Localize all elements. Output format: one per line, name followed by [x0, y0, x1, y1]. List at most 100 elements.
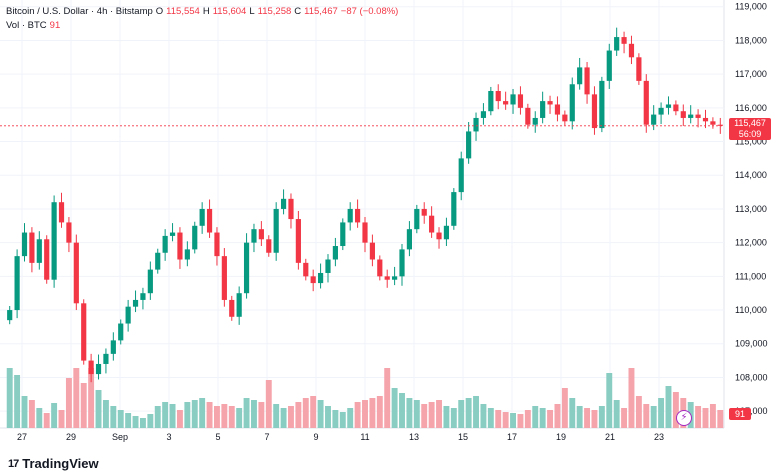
- volume-bar: [73, 368, 80, 428]
- volume-bar: [221, 404, 228, 428]
- candle-body: [243, 242, 250, 294]
- candle-body: [702, 117, 709, 122]
- candle-body: [236, 293, 242, 317]
- price-tick-label: 119,000: [735, 2, 767, 12]
- volume-bar: [110, 406, 117, 428]
- volume-bar: [14, 375, 21, 428]
- candle-body: [399, 249, 405, 277]
- volume-bar: [139, 418, 146, 428]
- candle-body: [414, 208, 420, 230]
- volume-bar: [606, 373, 613, 428]
- volume-bar: [554, 404, 561, 428]
- volume-bar: [265, 380, 272, 428]
- volume-bar: [702, 408, 709, 428]
- candle-body: [199, 208, 205, 226]
- volume-bar: [569, 398, 576, 428]
- candle-body: [362, 222, 368, 243]
- volume-bar: [517, 414, 524, 428]
- volume-bar: [672, 392, 679, 428]
- candle-body: [273, 208, 279, 253]
- candle-body: [118, 323, 124, 341]
- volume-bar: [213, 406, 220, 428]
- volume-bar: [539, 408, 546, 428]
- volume-bar: [169, 404, 176, 428]
- price-tick-label: 114,000: [735, 170, 767, 180]
- candle-body: [392, 276, 398, 280]
- time-tick-label: 3: [166, 432, 171, 442]
- price-tick-label: 118,000: [735, 35, 767, 45]
- volume-bar: [162, 402, 169, 428]
- volume-value: 91: [49, 20, 61, 31]
- volume-label[interactable]: Vol · BTC: [6, 20, 47, 31]
- volume-bar: [117, 410, 124, 428]
- candle-body: [44, 239, 50, 280]
- candle-body: [177, 232, 183, 260]
- volume-bar: [28, 400, 35, 428]
- candle-body: [429, 215, 435, 233]
- volume-bar: [635, 396, 642, 428]
- candle-body: [184, 249, 190, 260]
- low-value: 115,258: [257, 6, 292, 17]
- candle-body: [443, 225, 450, 240]
- volume-bar: [199, 398, 206, 428]
- volume-bars: [6, 368, 724, 428]
- time-tick-label: 9: [313, 432, 318, 442]
- candle-body: [710, 121, 716, 125]
- tradingview-logo[interactable]: 17 TradingView: [8, 456, 99, 471]
- time-tick-label: 27: [17, 432, 27, 442]
- price-tick-label: 113,000: [735, 204, 767, 214]
- volume-bar: [280, 408, 287, 428]
- price-tick-label: 108,000: [735, 372, 768, 382]
- time-tick-label: 29: [66, 432, 76, 442]
- volume-bar: [436, 400, 442, 428]
- candle-body: [680, 111, 686, 118]
- candle-body: [295, 219, 301, 263]
- lightning-icon[interactable]: ⚡: [676, 410, 692, 426]
- volume-bar: [147, 414, 154, 428]
- volume-bar: [251, 400, 257, 428]
- high-value: 115,604: [212, 6, 247, 17]
- volume-bar: [295, 402, 302, 428]
- candle-body: [458, 158, 464, 193]
- volume-bar: [6, 368, 13, 428]
- volume-bar: [21, 396, 28, 428]
- volume-bar: [243, 398, 250, 428]
- volume-bar: [628, 368, 635, 428]
- volume-bar: [376, 396, 383, 428]
- price-tick-label: 107,000: [735, 406, 768, 416]
- open-value: 115,554: [166, 6, 200, 17]
- candle-body: [621, 37, 627, 44]
- candle-body: [577, 67, 583, 85]
- volume-bar: [325, 406, 331, 428]
- candle-body: [547, 101, 553, 105]
- volume-bar: [339, 412, 346, 428]
- volume-bar: [584, 408, 591, 428]
- volume-bar: [58, 410, 65, 428]
- candle-body: [510, 94, 516, 105]
- volume-bar: [650, 406, 657, 428]
- volume-bar: [524, 410, 531, 428]
- volume-bar: [709, 404, 716, 428]
- symbol-title[interactable]: Bitcoin / U.S. Dollar · 4h · Bitstamp: [6, 6, 153, 17]
- candle-body: [421, 208, 427, 216]
- price-tick-label: 111,000: [735, 271, 766, 281]
- candle-body: [340, 222, 346, 247]
- volume-row: Vol · BTC 91: [6, 19, 398, 33]
- volume-bar: [391, 388, 398, 428]
- candle-body: [384, 276, 390, 280]
- volume-bar: [613, 400, 620, 428]
- high-label: H: [202, 6, 210, 17]
- price-tick-label: 117,000: [735, 69, 767, 79]
- volume-bar: [184, 402, 191, 428]
- volume-bar: [480, 404, 487, 428]
- volume-bar: [191, 400, 198, 428]
- candle-body: [51, 202, 57, 280]
- volume-bar: [273, 404, 280, 428]
- candle-body: [36, 239, 42, 263]
- volume-bar: [302, 398, 309, 428]
- candle-body: [214, 232, 220, 257]
- volume-bar: [36, 408, 43, 428]
- volume-bar: [258, 402, 265, 428]
- price-tick-label: 112,000: [735, 238, 767, 248]
